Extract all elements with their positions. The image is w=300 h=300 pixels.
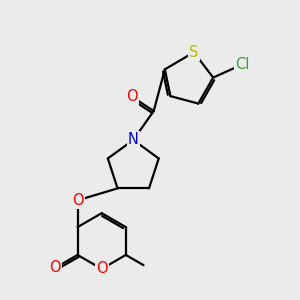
Text: O: O xyxy=(72,193,83,208)
Text: S: S xyxy=(189,45,199,60)
Text: O: O xyxy=(96,261,107,276)
Text: O: O xyxy=(126,89,138,104)
Text: O: O xyxy=(49,260,61,275)
Text: Cl: Cl xyxy=(235,57,249,72)
Text: N: N xyxy=(128,133,139,148)
